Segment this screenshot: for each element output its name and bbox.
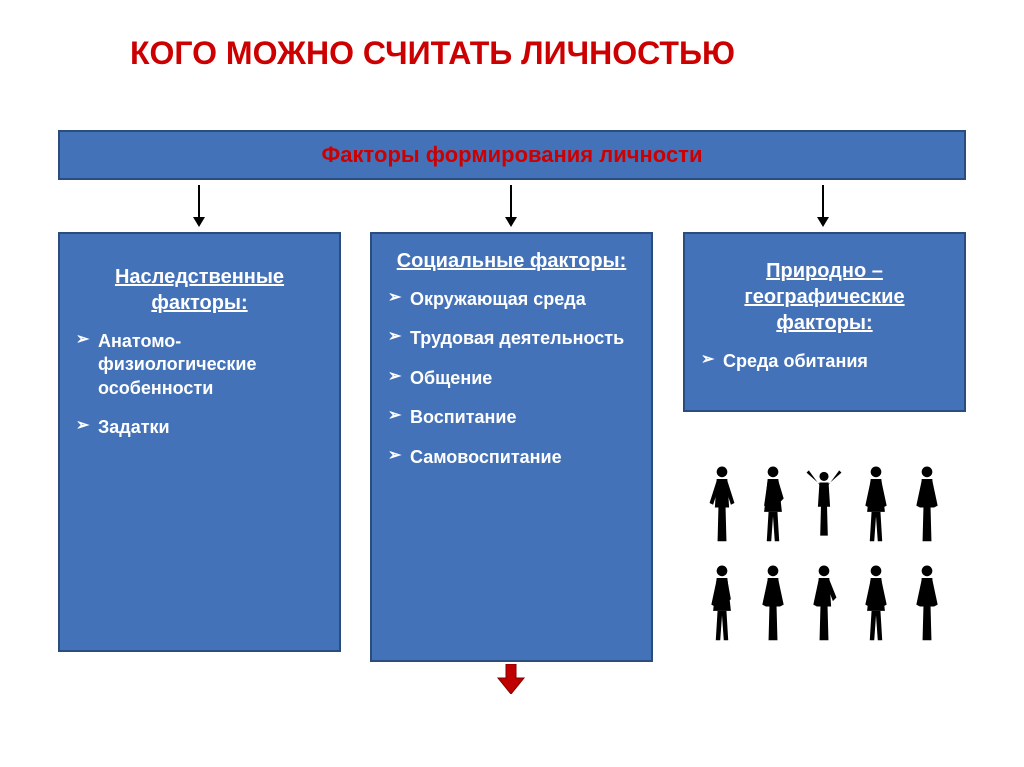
social-item: Общение bbox=[390, 367, 633, 390]
person-silhouette-icon bbox=[857, 463, 895, 543]
hereditary-list: Анатомо-физиологические особенности Зада… bbox=[78, 330, 321, 440]
people-row-2 bbox=[696, 547, 953, 642]
person-silhouette-icon bbox=[908, 463, 946, 543]
person-silhouette-icon bbox=[805, 562, 843, 642]
hereditary-title: Наследственные факторы: bbox=[78, 264, 321, 316]
natural-title: Природно – географические факторы: bbox=[703, 258, 946, 336]
people-silhouettes-image bbox=[688, 436, 961, 654]
arrow-to-social bbox=[510, 185, 512, 225]
person-silhouette-icon bbox=[805, 463, 843, 543]
person-silhouette-icon bbox=[703, 562, 741, 642]
natural-item: Среда обитания bbox=[703, 350, 946, 373]
person-silhouette-icon bbox=[857, 562, 895, 642]
social-item: Трудовая деятельность bbox=[390, 327, 633, 350]
person-silhouette-icon bbox=[754, 463, 792, 543]
red-arrow-down-icon bbox=[496, 664, 526, 694]
social-title: Социальные факторы: bbox=[390, 248, 633, 274]
person-silhouette-icon bbox=[754, 562, 792, 642]
social-factors-box: Социальные факторы: Окружающая среда Тру… bbox=[370, 232, 653, 662]
header-factor-text: Факторы формирования личности bbox=[322, 142, 703, 168]
arrow-to-natural bbox=[822, 185, 824, 225]
people-row-1 bbox=[696, 448, 953, 543]
natural-list: Среда обитания bbox=[703, 350, 946, 373]
person-silhouette-icon bbox=[908, 562, 946, 642]
social-item: Воспитание bbox=[390, 406, 633, 429]
person-silhouette-icon bbox=[703, 463, 741, 543]
social-item: Самовоспитание bbox=[390, 446, 633, 469]
header-factor-box: Факторы формирования личности bbox=[58, 130, 966, 180]
hereditary-factors-box: Наследственные факторы: Анатомо-физиолог… bbox=[58, 232, 341, 652]
slide-title: КОГО МОЖНО СЧИТАТЬ ЛИЧНОСТЬЮ bbox=[0, 0, 1024, 72]
social-item: Окружающая среда bbox=[390, 288, 633, 311]
social-list: Окружающая среда Трудовая деятельность О… bbox=[390, 288, 633, 469]
arrow-to-hereditary bbox=[198, 185, 200, 225]
hereditary-item: Задатки bbox=[78, 416, 321, 439]
natural-factors-box: Природно – географические факторы: Среда… bbox=[683, 232, 966, 412]
hereditary-item: Анатомо-физиологические особенности bbox=[78, 330, 321, 400]
